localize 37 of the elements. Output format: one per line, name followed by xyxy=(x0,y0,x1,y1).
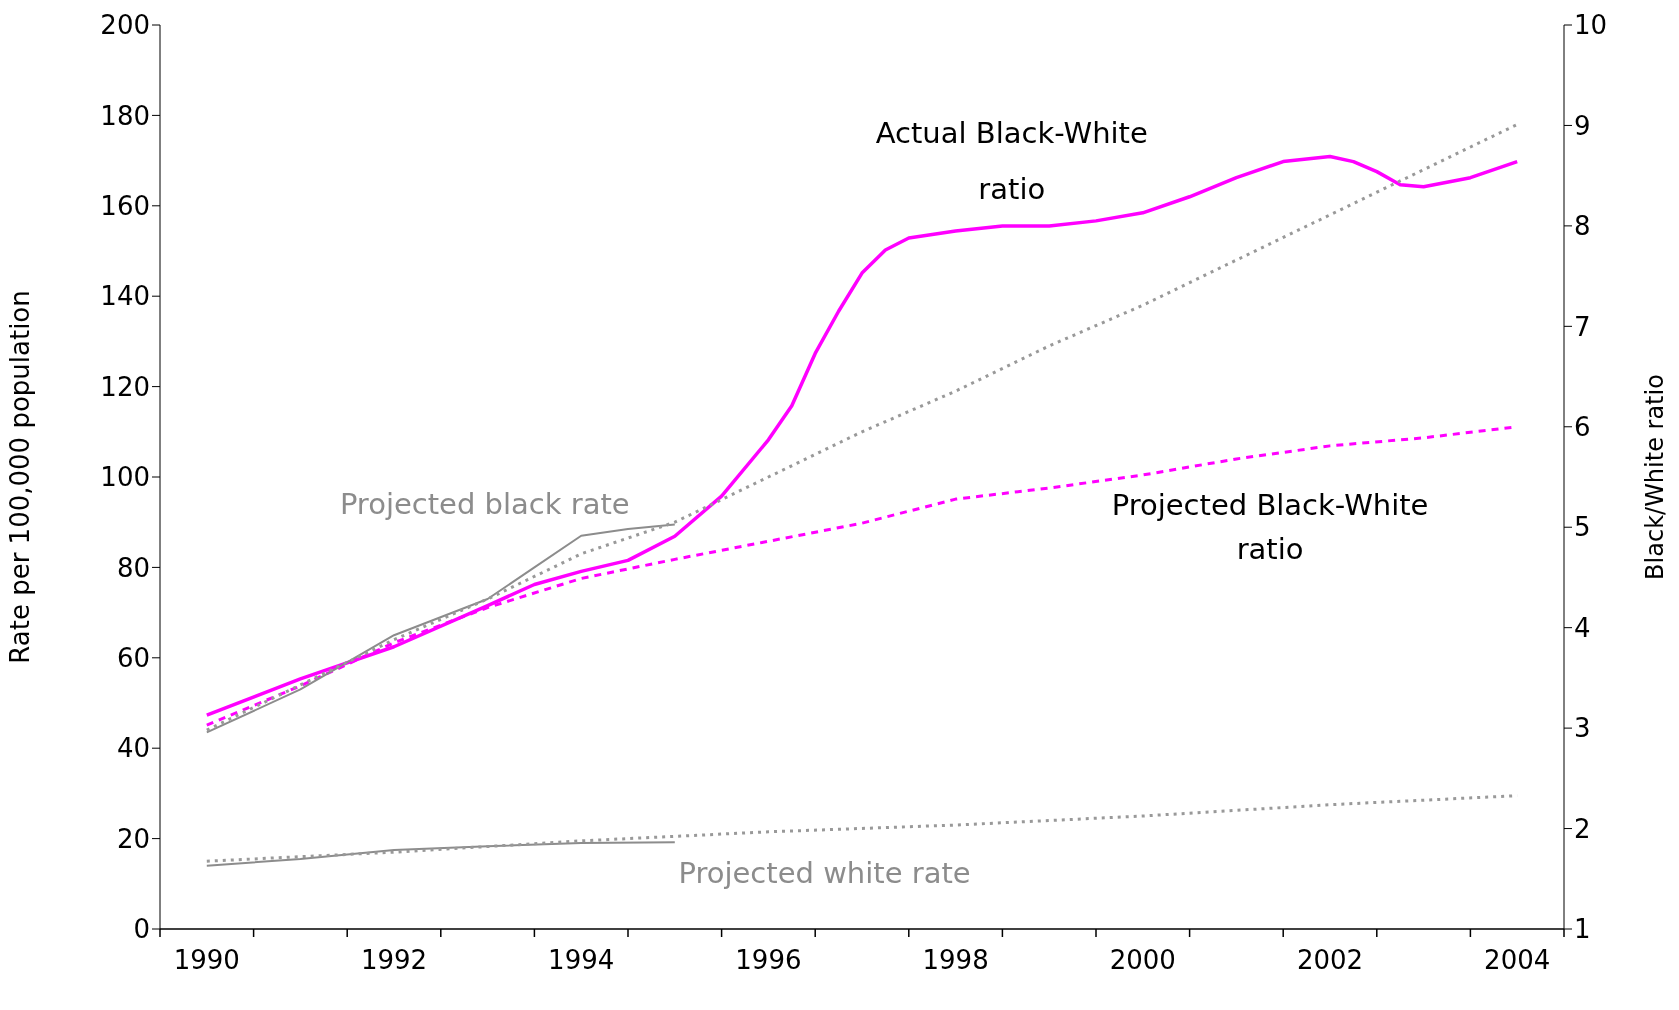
annotation: Projected Black-White ratio xyxy=(1110,486,1430,568)
annotation: Projected black rate xyxy=(338,486,631,524)
x-tick-label: 1992 xyxy=(360,945,428,975)
x-tick-label: 2002 xyxy=(1296,945,1364,975)
x-tick-label: 1990 xyxy=(173,945,240,975)
y2-tick-label: 1 xyxy=(1574,914,1591,945)
y-tick-label: 160 xyxy=(100,191,150,222)
x-tick-label: 1998 xyxy=(922,945,989,975)
y-tick-label: 140 xyxy=(100,281,150,312)
x-tick-label: 1994 xyxy=(548,945,615,975)
y2-tick-label: 9 xyxy=(1574,110,1591,141)
y2-tick-label: 6 xyxy=(1574,412,1591,443)
y-tick-label: 200 xyxy=(100,10,150,41)
y2-tick-label: 5 xyxy=(1574,512,1591,543)
y-tick-label: 20 xyxy=(116,823,150,854)
y-axis-title: Rate per 100,000 population xyxy=(5,290,36,664)
y2-axis-title: Black/White ratio xyxy=(1640,374,1669,580)
y2-tick-label: 10 xyxy=(1574,10,1608,41)
annotation: Projected white rate xyxy=(677,855,972,893)
x-tick-label: 1996 xyxy=(735,945,802,975)
y-tick-label: 100 xyxy=(100,462,150,493)
y-tick-label: 40 xyxy=(116,733,150,764)
y-tick-label: 0 xyxy=(133,914,150,945)
y2-tick-label: 3 xyxy=(1574,713,1591,744)
y-tick-label: 60 xyxy=(116,643,150,674)
y2-tick-label: 7 xyxy=(1574,311,1591,342)
annotation: Actual Black-White ratio xyxy=(874,114,1149,208)
y2-tick-label: 4 xyxy=(1574,612,1591,643)
y2-tick-label: 8 xyxy=(1574,211,1591,242)
line-series xyxy=(205,841,676,867)
x-tick-label: 2000 xyxy=(1109,945,1176,975)
x-tick-label: 2004 xyxy=(1484,945,1551,975)
line-series xyxy=(205,523,676,734)
y2-tick-label: 2 xyxy=(1574,813,1591,844)
y-tick-label: 120 xyxy=(100,371,150,402)
y-tick-label: 180 xyxy=(100,100,150,131)
y-tick-label: 80 xyxy=(116,552,150,583)
